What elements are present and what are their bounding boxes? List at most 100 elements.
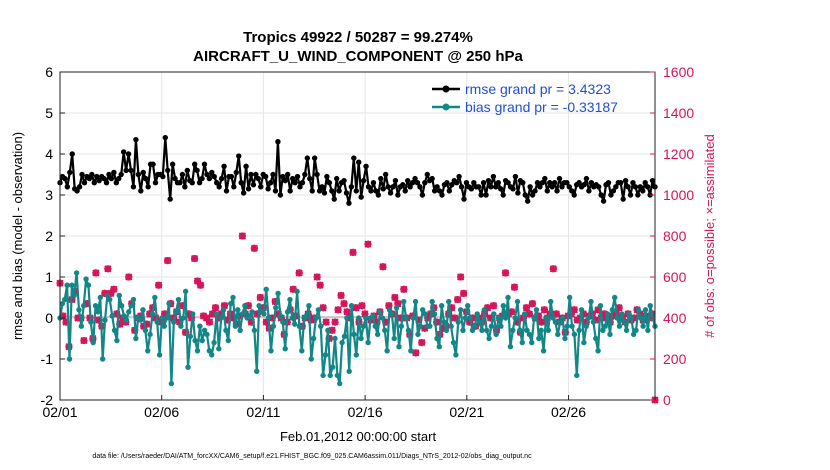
rmse-point	[130, 184, 137, 190]
rmse-point	[622, 177, 629, 184]
obs-assimilated-point	[328, 326, 336, 334]
x-tick-label: 02/01	[42, 404, 77, 420]
bias-point	[460, 327, 466, 333]
rmse-point	[111, 169, 117, 176]
obs-assimilated-point	[510, 283, 519, 291]
bias-point	[299, 348, 305, 354]
bias-point	[133, 335, 139, 342]
bias-point	[559, 315, 566, 321]
bias-point	[491, 311, 497, 317]
bias-point	[296, 323, 303, 329]
rmse-point	[407, 184, 413, 190]
bias-point	[633, 327, 639, 333]
obs-assimilated-point	[116, 320, 124, 328]
obs-assimilated-point	[418, 339, 426, 347]
bias-point	[199, 337, 205, 344]
rmse-point	[218, 175, 225, 182]
bias-point	[341, 333, 348, 340]
bias-point	[365, 339, 371, 346]
rmse-point	[368, 188, 374, 194]
bias-point	[434, 335, 440, 342]
rmse-point	[644, 184, 651, 190]
obs-assimilated-point	[143, 320, 151, 328]
bias-point	[500, 303, 506, 309]
bias-point	[621, 319, 627, 325]
rmse-point	[231, 184, 237, 190]
obs-assimilated-point	[630, 314, 638, 322]
rmse-point	[214, 180, 220, 186]
rmse-point	[211, 173, 217, 180]
rmse-point	[304, 155, 311, 161]
rmse-point	[351, 155, 357, 161]
rmse-point	[625, 184, 631, 190]
rmse-point	[272, 188, 279, 194]
obs-assimilated-point	[208, 310, 217, 318]
obs-assimilated-point	[113, 310, 121, 318]
bias-point	[62, 296, 68, 303]
bias-point	[628, 315, 634, 321]
bias-point	[524, 327, 530, 333]
bias-point	[251, 327, 258, 333]
obs-assimilated-point	[570, 306, 578, 314]
rmse-point	[206, 175, 213, 182]
obs-assimilated-point	[343, 308, 351, 316]
rmse-layer	[57, 134, 658, 206]
rmse-point	[324, 173, 330, 180]
bias-point	[358, 335, 364, 342]
obs-assimilated-point	[424, 314, 432, 322]
bias-point	[635, 307, 642, 313]
bias-point	[149, 311, 156, 317]
obs-assimilated-point	[196, 281, 205, 289]
obs-assimilated-point	[457, 273, 465, 281]
rmse-point	[510, 186, 516, 192]
bias-point	[571, 331, 578, 338]
bias-point	[446, 298, 452, 305]
rmse-point	[370, 180, 377, 186]
obs-assimilated-point	[397, 314, 405, 322]
rmse-point	[358, 194, 364, 200]
rmse-point	[329, 188, 335, 194]
rmse-point	[267, 180, 274, 186]
bias-point	[123, 317, 130, 323]
rmse-point	[419, 192, 426, 198]
rmse-point	[275, 139, 281, 145]
rmse-point	[199, 175, 205, 182]
bias-point	[187, 333, 194, 340]
rmse-point	[640, 188, 646, 194]
chart-title: Tropics 49922 / 50287 = 99.274%	[243, 29, 473, 46]
obs-assimilated-point	[615, 304, 623, 312]
rmse-point	[94, 173, 100, 180]
rmse-point	[569, 188, 575, 194]
bias-point	[450, 339, 457, 346]
y-right-tick-label: 0	[663, 392, 671, 408]
bias-point	[353, 352, 360, 358]
rmse-point	[402, 188, 408, 194]
bias-point	[192, 337, 198, 344]
rmse-point	[282, 177, 288, 184]
bias-point	[197, 323, 203, 329]
rmse-point	[346, 200, 352, 206]
bias-layer	[57, 270, 658, 387]
rmse-point	[378, 175, 384, 182]
bias-point	[284, 309, 291, 315]
bias-point	[555, 331, 561, 338]
bias-point	[66, 356, 73, 362]
bias-point	[602, 323, 608, 329]
obs-assimilated-point	[92, 269, 100, 277]
rmse-point	[422, 180, 428, 186]
bias-point	[545, 327, 552, 333]
rmse-point	[600, 198, 607, 204]
rmse-point	[649, 177, 656, 184]
bias-point	[552, 319, 559, 325]
rmse-point	[262, 173, 269, 180]
bias-point	[152, 294, 158, 301]
rmse-point	[400, 182, 406, 188]
legend-rmse-label: rmse grand pr = 3.4323	[465, 81, 611, 97]
x-tick-label: 02/11	[246, 404, 280, 420]
rmse-point	[635, 192, 641, 198]
y-tick-label: -1	[41, 351, 54, 367]
rmse-point	[429, 175, 435, 182]
rmse-point	[343, 190, 350, 196]
bias-point	[194, 348, 201, 354]
bias-point	[623, 327, 630, 333]
